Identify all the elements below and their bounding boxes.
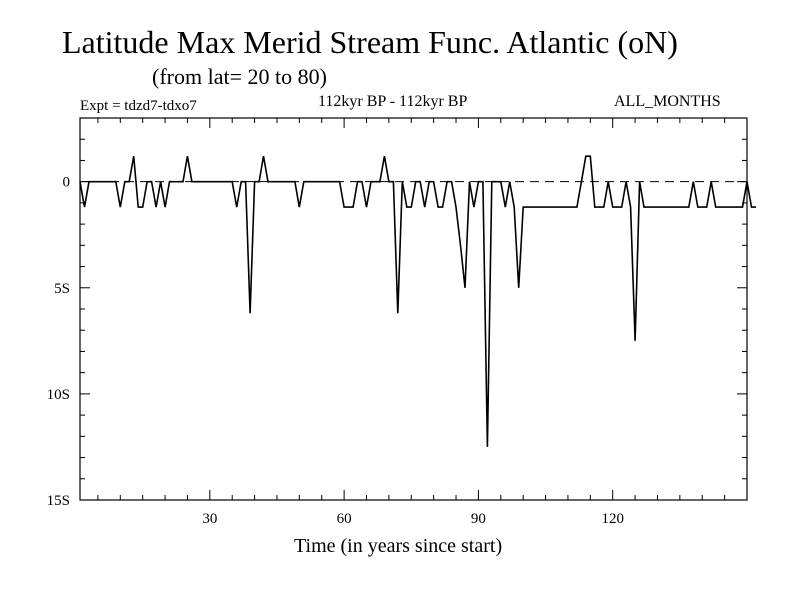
x-tick-label: 30 [202,511,217,527]
y-tick-label: 0 [63,175,71,191]
y-tick-label: 10S [47,387,70,403]
plot-frame [79,117,748,501]
x-tick-label: 90 [471,511,486,527]
experiment-label: Expt = tdzd7-tdxo7 [80,98,197,114]
x-tick-label: 60 [337,511,352,527]
data-series-line [79,155,756,447]
x-axis-label: Time (in years since start) [294,535,503,557]
x-tick-label: 120 [601,511,624,527]
y-tick-label: 15S [47,493,70,509]
y-tick-label: 5S [54,281,70,297]
period-label: 112kyr BP - 112kyr BP [318,93,468,110]
axis-ticks [80,118,747,500]
chart-title: Latitude Max Merid Stream Func. Atlantic… [62,24,678,60]
chart-subtitle: (from lat= 20 to 80) [152,64,327,89]
months-label: ALL_MONTHS [614,93,721,110]
tick-labels: 30 60 90 120 0 5S 10S 15S [47,175,624,527]
